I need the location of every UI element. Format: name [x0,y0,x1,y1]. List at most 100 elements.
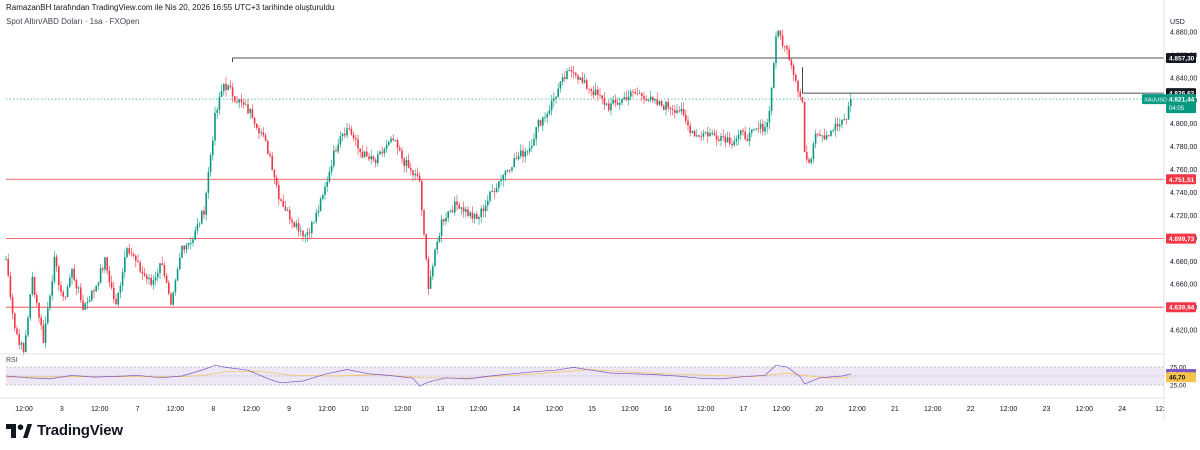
candle-body [324,186,326,195]
candle-body [823,135,826,140]
candle-body [478,217,480,219]
x-tick-label: 12: [1155,406,1165,413]
candle-body [286,210,289,211]
candle-body [462,207,465,212]
candle-body [95,285,97,292]
candle-body [341,133,344,137]
candle-body [379,151,381,155]
candle-body [847,106,850,120]
x-tick-label: 8 [211,406,215,413]
candle-body [663,105,665,110]
candle-body [238,99,240,103]
candle-body [223,83,225,92]
candle-body [214,112,216,141]
symbol-tag-text: XAUUSD [1144,98,1167,104]
candle-body [93,290,95,292]
candle-body [660,100,663,106]
candle-body [546,113,548,118]
x-tick-label: 22 [967,406,975,413]
candle-body [260,132,262,134]
level-price-tag [1166,174,1196,185]
candle-body [691,130,694,133]
last-price-text: 4.821,44 [1169,97,1195,104]
x-tick-label: 17 [740,406,748,413]
candle-body [458,204,460,209]
candle-body [326,181,328,187]
candle-body [808,159,810,163]
level-price-text: 4.699,73 [1169,236,1195,243]
candle-body [506,170,509,172]
candle-body [187,243,190,245]
candle-body [256,123,258,128]
candle-body [38,302,40,318]
candle-body [656,99,658,105]
rsi-indicator-label[interactable]: RSI [6,357,18,364]
x-tick-label: 3 [60,406,64,413]
candle-body [603,98,606,105]
candle-body [361,151,364,158]
candle-body [161,263,163,266]
candle-body [434,249,436,267]
candle-body [568,70,570,71]
candle-body [654,99,656,101]
candle-body [806,151,808,160]
candle-body [229,85,232,88]
rsi-band [6,367,1164,385]
currency-label: USD [1170,19,1185,26]
candle-body [445,217,447,222]
y-tick-label: 4.740,00 [1170,190,1197,197]
candle-body [726,137,729,143]
candle-body [176,269,179,281]
candle-body [29,294,31,318]
candle-body [803,101,806,152]
x-tick-label: 12:00 [394,406,412,413]
x-tick-label: 12:00 [318,406,336,413]
candle-body [425,234,427,259]
candle-body [22,342,25,353]
candle-body [781,35,784,46]
candle-body [689,125,691,133]
candle-body [735,138,738,142]
candle-body [280,199,282,201]
candle-body [302,230,304,237]
candle-body [489,191,491,201]
rsi-ma-value-tag [1166,372,1196,383]
candle-body [146,275,148,280]
candle-body [586,80,588,89]
level-price-tag [1166,52,1196,63]
y-tick-label: 4.660,00 [1170,282,1197,289]
candle-body [473,214,476,219]
candle-body [152,280,155,285]
candle-body [42,325,45,343]
candle-body [817,133,819,135]
candle-body [759,123,762,129]
candle-body [682,108,685,115]
x-tick-label: 24 [1118,406,1126,413]
candle-body [49,295,51,309]
tradingview-logo[interactable]: TradingView [6,422,123,439]
candle-body [416,173,419,176]
candle-body [561,77,564,82]
x-tick-label: 12:00 [15,406,33,413]
x-tick-label: 13 [437,406,445,413]
x-tick-label: 12:00 [545,406,563,413]
candle-body [766,122,768,128]
candle-body [143,273,146,276]
symbol-title[interactable]: Spot Altın/ABD Doları · 1sa · FXOpen [6,17,140,26]
candle-body [84,303,86,310]
candle-body [605,103,608,105]
candle-body [192,239,194,243]
candle-body [810,158,812,163]
candle-body [333,150,335,166]
candle-body [575,72,577,76]
candle-body [825,135,828,140]
candle-body [392,138,394,141]
candle-body [355,138,357,140]
candle-body [517,156,520,160]
candle-body [581,77,584,83]
y-tick-label: 4.800,00 [1170,121,1197,128]
candle-body [583,80,586,83]
candle-body [594,89,597,96]
